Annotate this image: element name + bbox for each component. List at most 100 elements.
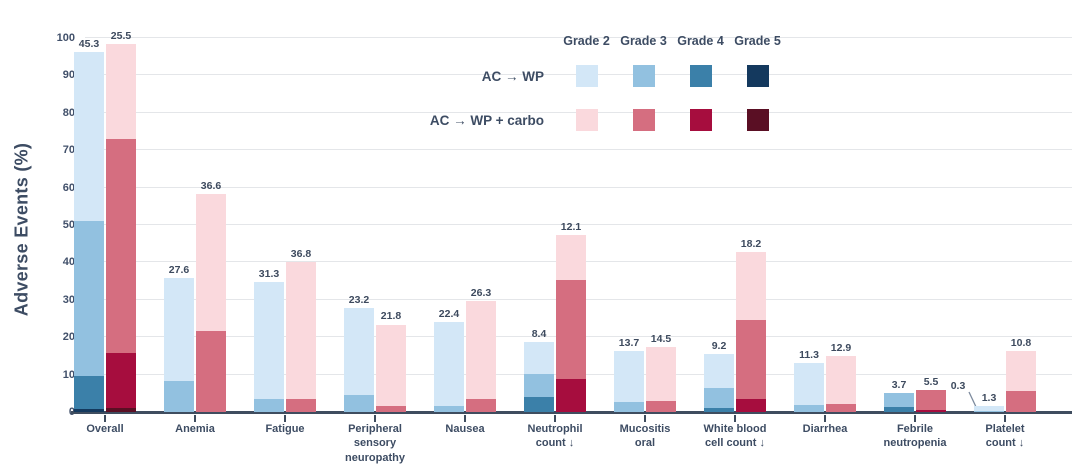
x-axis-tick <box>644 415 646 422</box>
bar-segment <box>164 381 194 412</box>
bar-segment <box>1006 391 1036 412</box>
x-axis-tick <box>284 415 286 422</box>
legend-swatch-carbo-grade-3 <box>632 109 655 131</box>
bar-segment <box>646 401 676 412</box>
bar-segment <box>376 406 406 412</box>
x-axis-label: Overall <box>86 423 124 435</box>
x-axis-label: Fatigue <box>265 423 305 435</box>
legend-swatch-cell <box>729 109 786 131</box>
bar-segment <box>556 379 586 412</box>
legend-grade-header: Grade 4 <box>677 34 724 48</box>
legend-series-label: AC → WP + carbo <box>429 112 544 128</box>
bar-segment <box>196 194 226 332</box>
bar-value-label: 5.5 <box>923 375 939 388</box>
bar-segment <box>434 322 464 407</box>
bar-value-label: 10.8 <box>1010 337 1032 350</box>
legend-swatch-cell <box>558 65 615 87</box>
bar-segment <box>74 221 104 376</box>
legend-grade-header: Grade 2 <box>563 34 610 48</box>
x-axis-line <box>71 411 1072 414</box>
bar-value-label: 13.7 <box>618 337 640 350</box>
y-tick-label: 10 <box>62 368 75 381</box>
legend-swatch-cell <box>615 65 672 87</box>
bar-segment <box>344 308 374 396</box>
y-tick-label: 50 <box>62 219 75 231</box>
legend-swatch-carbo-grade-5 <box>746 109 769 131</box>
bar-segment <box>556 280 586 380</box>
x-axis-tick <box>734 415 736 422</box>
x-axis-tick <box>374 415 376 422</box>
bar-value-label: 8.4 <box>531 328 547 341</box>
bar-segment <box>254 282 284 400</box>
bar-segment <box>466 399 496 412</box>
legend-swatch-carbo-grade-4 <box>689 109 712 131</box>
bar-segment <box>524 373 554 398</box>
bar-value-label: 0.3 <box>950 380 966 392</box>
bar-segment <box>736 399 766 412</box>
bar-segment <box>74 375 104 410</box>
bar-segment <box>106 139 136 353</box>
bar-segment <box>524 397 554 412</box>
bar-segment <box>1006 351 1036 392</box>
bar-value-label: 45.3 <box>78 37 100 50</box>
bar-segment <box>434 406 464 412</box>
bar-segment <box>614 402 644 412</box>
gridline <box>85 37 1072 38</box>
bar-segment <box>646 346 676 402</box>
bar-segment <box>466 300 496 400</box>
bar-segment <box>254 399 284 412</box>
bar-value-label: 14.5 <box>650 332 672 345</box>
bar-value-label: 22.4 <box>438 308 460 321</box>
bar-segment <box>794 363 824 406</box>
bar-value-label: 31.3 <box>258 268 280 281</box>
x-axis-tick <box>104 415 106 422</box>
x-axis-tick <box>464 415 466 422</box>
legend-swatch-wp-grade-3 <box>632 65 655 87</box>
bar-segment <box>916 410 946 412</box>
x-axis-label: Peripheral sensory neuropathy <box>345 423 405 464</box>
legend-grade-header: Grade 5 <box>734 34 781 48</box>
bar-segment <box>74 409 104 412</box>
legend-swatch-cell <box>672 65 729 87</box>
gridline <box>85 186 1072 188</box>
legend-swatch-wp-grade-5 <box>746 65 769 87</box>
x-axis-tick <box>824 415 826 422</box>
y-tick-label: 70 <box>62 144 75 157</box>
gridline <box>85 149 1072 151</box>
bar-value-label: 18.2 <box>740 238 762 251</box>
x-axis-label: Nausea <box>445 423 485 435</box>
bar-value-label: 36.8 <box>290 247 312 260</box>
legend-swatch-cell <box>672 109 729 131</box>
y-tick-label: 60 <box>62 181 75 194</box>
x-axis-label: Mucositis oral <box>619 423 671 450</box>
x-axis-tick <box>1004 415 1006 422</box>
bar-segment <box>916 389 946 411</box>
bar-segment <box>286 261 316 400</box>
y-tick-label: 0 <box>39 406 75 418</box>
bar-segment <box>826 355 856 405</box>
bar-segment <box>196 331 226 412</box>
bar-segment <box>524 342 554 374</box>
legend-swatch-carbo-grade-2 <box>575 109 598 131</box>
bar-segment <box>106 407 136 412</box>
x-axis-label: Diarrhea <box>802 423 848 435</box>
gridline <box>85 224 1072 225</box>
x-axis-label: White blood cell count ↓ <box>703 423 767 450</box>
x-axis-label: Febrile neutropenia <box>883 423 947 450</box>
x-axis-tick <box>914 415 916 422</box>
legend-series-label: AC → WP <box>481 68 544 84</box>
bar-segment <box>884 407 914 412</box>
bar-segment <box>614 351 644 403</box>
x-axis-label: Platelet count ↓ <box>985 423 1025 450</box>
legend-swatch-cell <box>558 109 615 131</box>
y-tick-label: 20 <box>62 331 75 344</box>
x-axis-tick <box>554 415 556 422</box>
y-axis-title: Adverse Events (%) <box>11 142 32 317</box>
bar-segment <box>344 395 374 412</box>
x-axis-label: Anemia <box>175 423 215 435</box>
y-tick-label: 30 <box>62 293 75 306</box>
bar-segment <box>974 406 1004 411</box>
bar-value-label: 12.1 <box>560 220 582 233</box>
bar-segment <box>74 51 104 222</box>
bar-value-label: 1.3 <box>981 392 997 405</box>
